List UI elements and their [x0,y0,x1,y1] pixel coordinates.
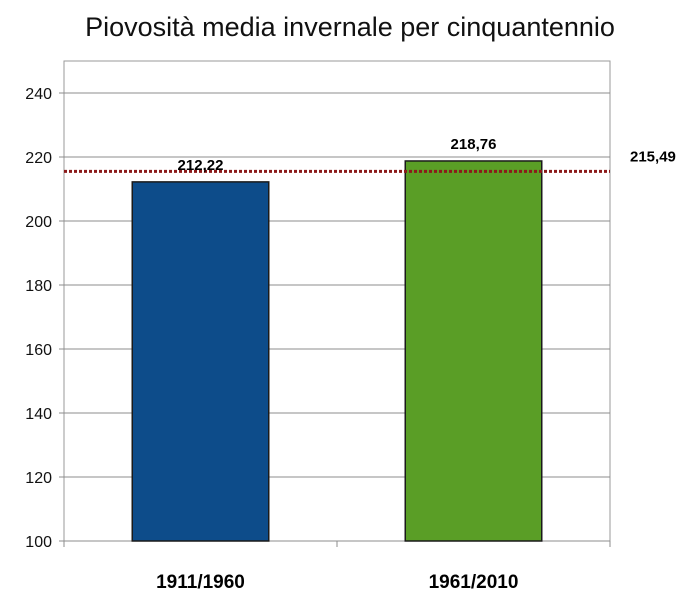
data-label: 218,76 [451,136,497,153]
y-tick-label: 100 [25,534,52,551]
chart-title: Piovosità media invernale per cinquanten… [85,12,615,42]
x-tick-label: 1961/2010 [429,572,519,593]
x-tick-label: 1911/1960 [156,572,245,593]
bar-layer [64,160,610,542]
y-tick-label: 160 [25,342,52,359]
bar [131,181,270,542]
bar [404,160,543,542]
data-label: 212,22 [178,157,224,174]
y-tick-label: 140 [25,406,52,423]
reference-line-label: 215,49 [630,148,676,165]
y-tick-label: 240 [25,86,52,103]
y-tick-label: 220 [25,150,52,167]
y-tick-label: 120 [25,470,52,487]
label-layer: 100 120 140 160 180 200 220 240 1911/1960 212,22 1… [25,86,676,593]
y-tick-label: 200 [25,214,52,231]
y-tick-label: 180 [25,278,52,295]
